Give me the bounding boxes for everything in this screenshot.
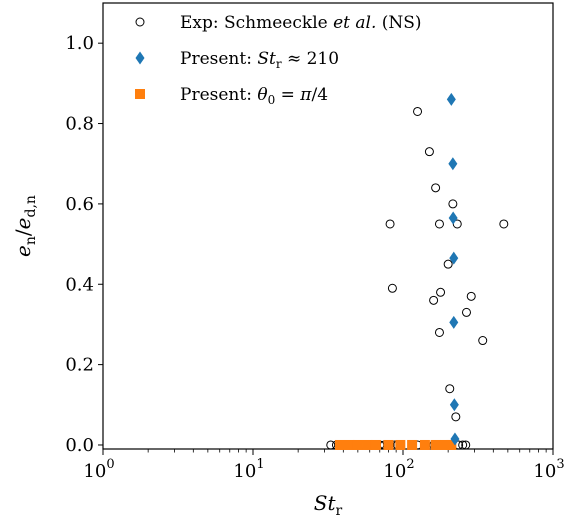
y-tick-label: 1.0 bbox=[65, 33, 94, 54]
data-point-circle bbox=[445, 384, 455, 394]
legend-marker-diamond bbox=[135, 51, 145, 65]
y-tick-label: 0.2 bbox=[65, 355, 94, 376]
data-point-circle bbox=[326, 440, 336, 450]
legend-marker-square bbox=[135, 89, 145, 99]
data-point-diamond bbox=[449, 251, 459, 265]
legend: Exp: Schmeeckle et al. (NS) Present: Str … bbox=[135, 13, 422, 107]
data-point-square bbox=[407, 439, 418, 450]
data-point-diamond bbox=[449, 398, 459, 412]
data-point-circle bbox=[458, 440, 468, 450]
data-point-circle bbox=[434, 219, 444, 229]
data-point-circle bbox=[431, 183, 441, 193]
x-axis-label: Str bbox=[314, 491, 343, 519]
data-point-circle bbox=[434, 327, 444, 337]
data-point-diamond bbox=[448, 157, 458, 171]
legend-label: Exp: Schmeeckle et al. (NS) bbox=[180, 13, 422, 33]
data-point-circle bbox=[461, 440, 471, 450]
x-tick-label: 100 bbox=[83, 457, 114, 482]
data-point-square bbox=[334, 439, 345, 450]
y-tick-label: 0.6 bbox=[65, 194, 94, 215]
data-point-square bbox=[430, 439, 441, 450]
legend-label: Present: θ0 = π/4 bbox=[180, 85, 328, 107]
data-point-circle bbox=[451, 412, 461, 422]
legend-label: Present: Str ≈ 210 bbox=[180, 49, 339, 71]
data-point-circle bbox=[424, 147, 434, 157]
data-point-square bbox=[439, 439, 450, 450]
data-point-square bbox=[419, 439, 430, 450]
data-point-circle bbox=[478, 336, 488, 346]
plot-frame bbox=[102, 2, 554, 450]
x-tick-label: 102 bbox=[383, 457, 414, 482]
y-tick-label: 0.8 bbox=[65, 114, 94, 135]
y-tick-label: 0.4 bbox=[65, 274, 94, 295]
data-point-diamond bbox=[448, 211, 458, 225]
data-point-circle bbox=[429, 295, 439, 305]
data-point-circle bbox=[466, 291, 476, 301]
data-point-square bbox=[344, 439, 355, 450]
y-axis-label: en/ed,n bbox=[11, 195, 39, 257]
data-point-circle bbox=[461, 307, 471, 317]
data-point-diamond bbox=[446, 92, 456, 106]
data-point-square bbox=[446, 439, 457, 450]
data-point-circle bbox=[443, 259, 453, 269]
data-point-diamond bbox=[450, 432, 460, 446]
data-point-circle bbox=[413, 106, 423, 116]
data-point-square bbox=[370, 439, 381, 450]
legend-marker-circle bbox=[135, 17, 145, 27]
y-tick-label: 0.0 bbox=[65, 435, 94, 456]
x-tick-label: 103 bbox=[533, 457, 564, 482]
data-point-circle bbox=[499, 219, 509, 229]
tick-labels: 0.0 0.2 0.4 0.6 0.8 1.0 100 101 102 103 bbox=[65, 33, 564, 482]
data-point-square bbox=[352, 439, 363, 450]
data-point-square bbox=[383, 439, 394, 450]
data-marks bbox=[326, 92, 509, 450]
x-tick-label: 101 bbox=[233, 457, 264, 482]
data-point-circle bbox=[448, 199, 458, 209]
data-point-diamond bbox=[449, 315, 459, 329]
axis-ticks bbox=[98, 42, 554, 455]
axis-labels: Str en/ed,n bbox=[11, 195, 343, 519]
data-point-circle bbox=[387, 283, 397, 293]
data-point-square bbox=[395, 439, 406, 450]
data-point-circle bbox=[385, 219, 395, 229]
data-point-square bbox=[362, 439, 373, 450]
data-point-circle bbox=[436, 287, 446, 297]
